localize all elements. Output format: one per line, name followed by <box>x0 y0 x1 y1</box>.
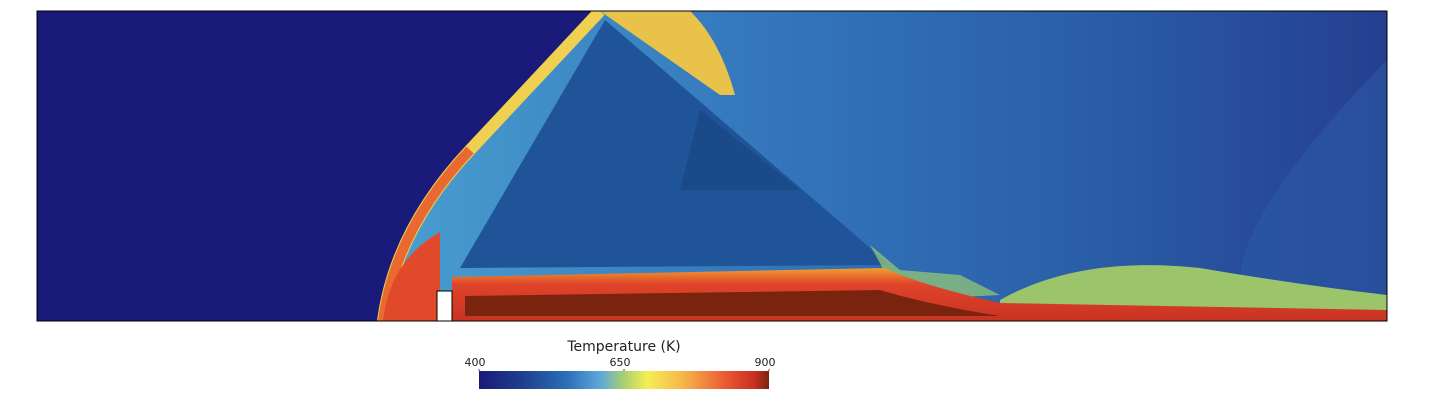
temperature-field <box>37 11 1387 321</box>
colorbar-tick-label: 900 <box>755 356 776 369</box>
colorbar-tick-label: 400 <box>465 356 486 369</box>
obstacle <box>436 290 453 322</box>
plot-frame <box>36 10 1388 322</box>
colorbar-tick-label: 650 <box>610 356 631 369</box>
colorbar-title: Temperature (K) <box>566 339 680 355</box>
colorbar <box>479 371 769 389</box>
